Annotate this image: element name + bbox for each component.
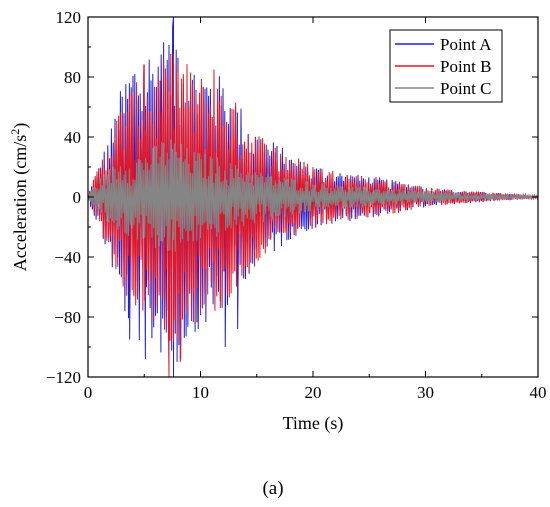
legend-label-point-a: Point A: [440, 35, 492, 54]
y-tick-label: 80: [64, 68, 81, 87]
x-tick-label: 20: [305, 383, 322, 402]
y-axis-title-close: ): [10, 123, 31, 129]
y-tick-label: −120: [46, 368, 81, 387]
x-tick-label: 40: [530, 383, 547, 402]
y-axis-title-main: Acceleration (cm/s: [10, 135, 31, 271]
figure-caption: (a): [262, 478, 283, 499]
y-tick-label: −80: [54, 308, 81, 327]
series-line-point-c: [88, 139, 538, 252]
legend-label-point-c: Point C: [440, 79, 492, 98]
legend: Point A Point B Point C: [389, 29, 503, 103]
x-tick-label: 30: [417, 383, 434, 402]
y-axis-title: Acceleration (cm/s2): [8, 123, 31, 271]
y-tick-label: 0: [73, 188, 82, 207]
y-tick-label: −40: [54, 248, 81, 267]
y-tick-label: 40: [64, 128, 81, 147]
series-line-point-b: [88, 54, 538, 377]
x-axis-title: Time (s): [283, 413, 344, 434]
series-layer: [88, 17, 538, 377]
x-tick-label: 10: [192, 383, 209, 402]
legend-label-point-b: Point B: [440, 57, 492, 76]
y-axis-title-superscript: 2: [8, 129, 22, 135]
x-tick-label: 0: [84, 383, 93, 402]
ticks-layer: 0 10 20 30 40 −120 −80 −40 0 40 80 120: [46, 8, 547, 402]
y-tick-label: 120: [56, 8, 82, 27]
